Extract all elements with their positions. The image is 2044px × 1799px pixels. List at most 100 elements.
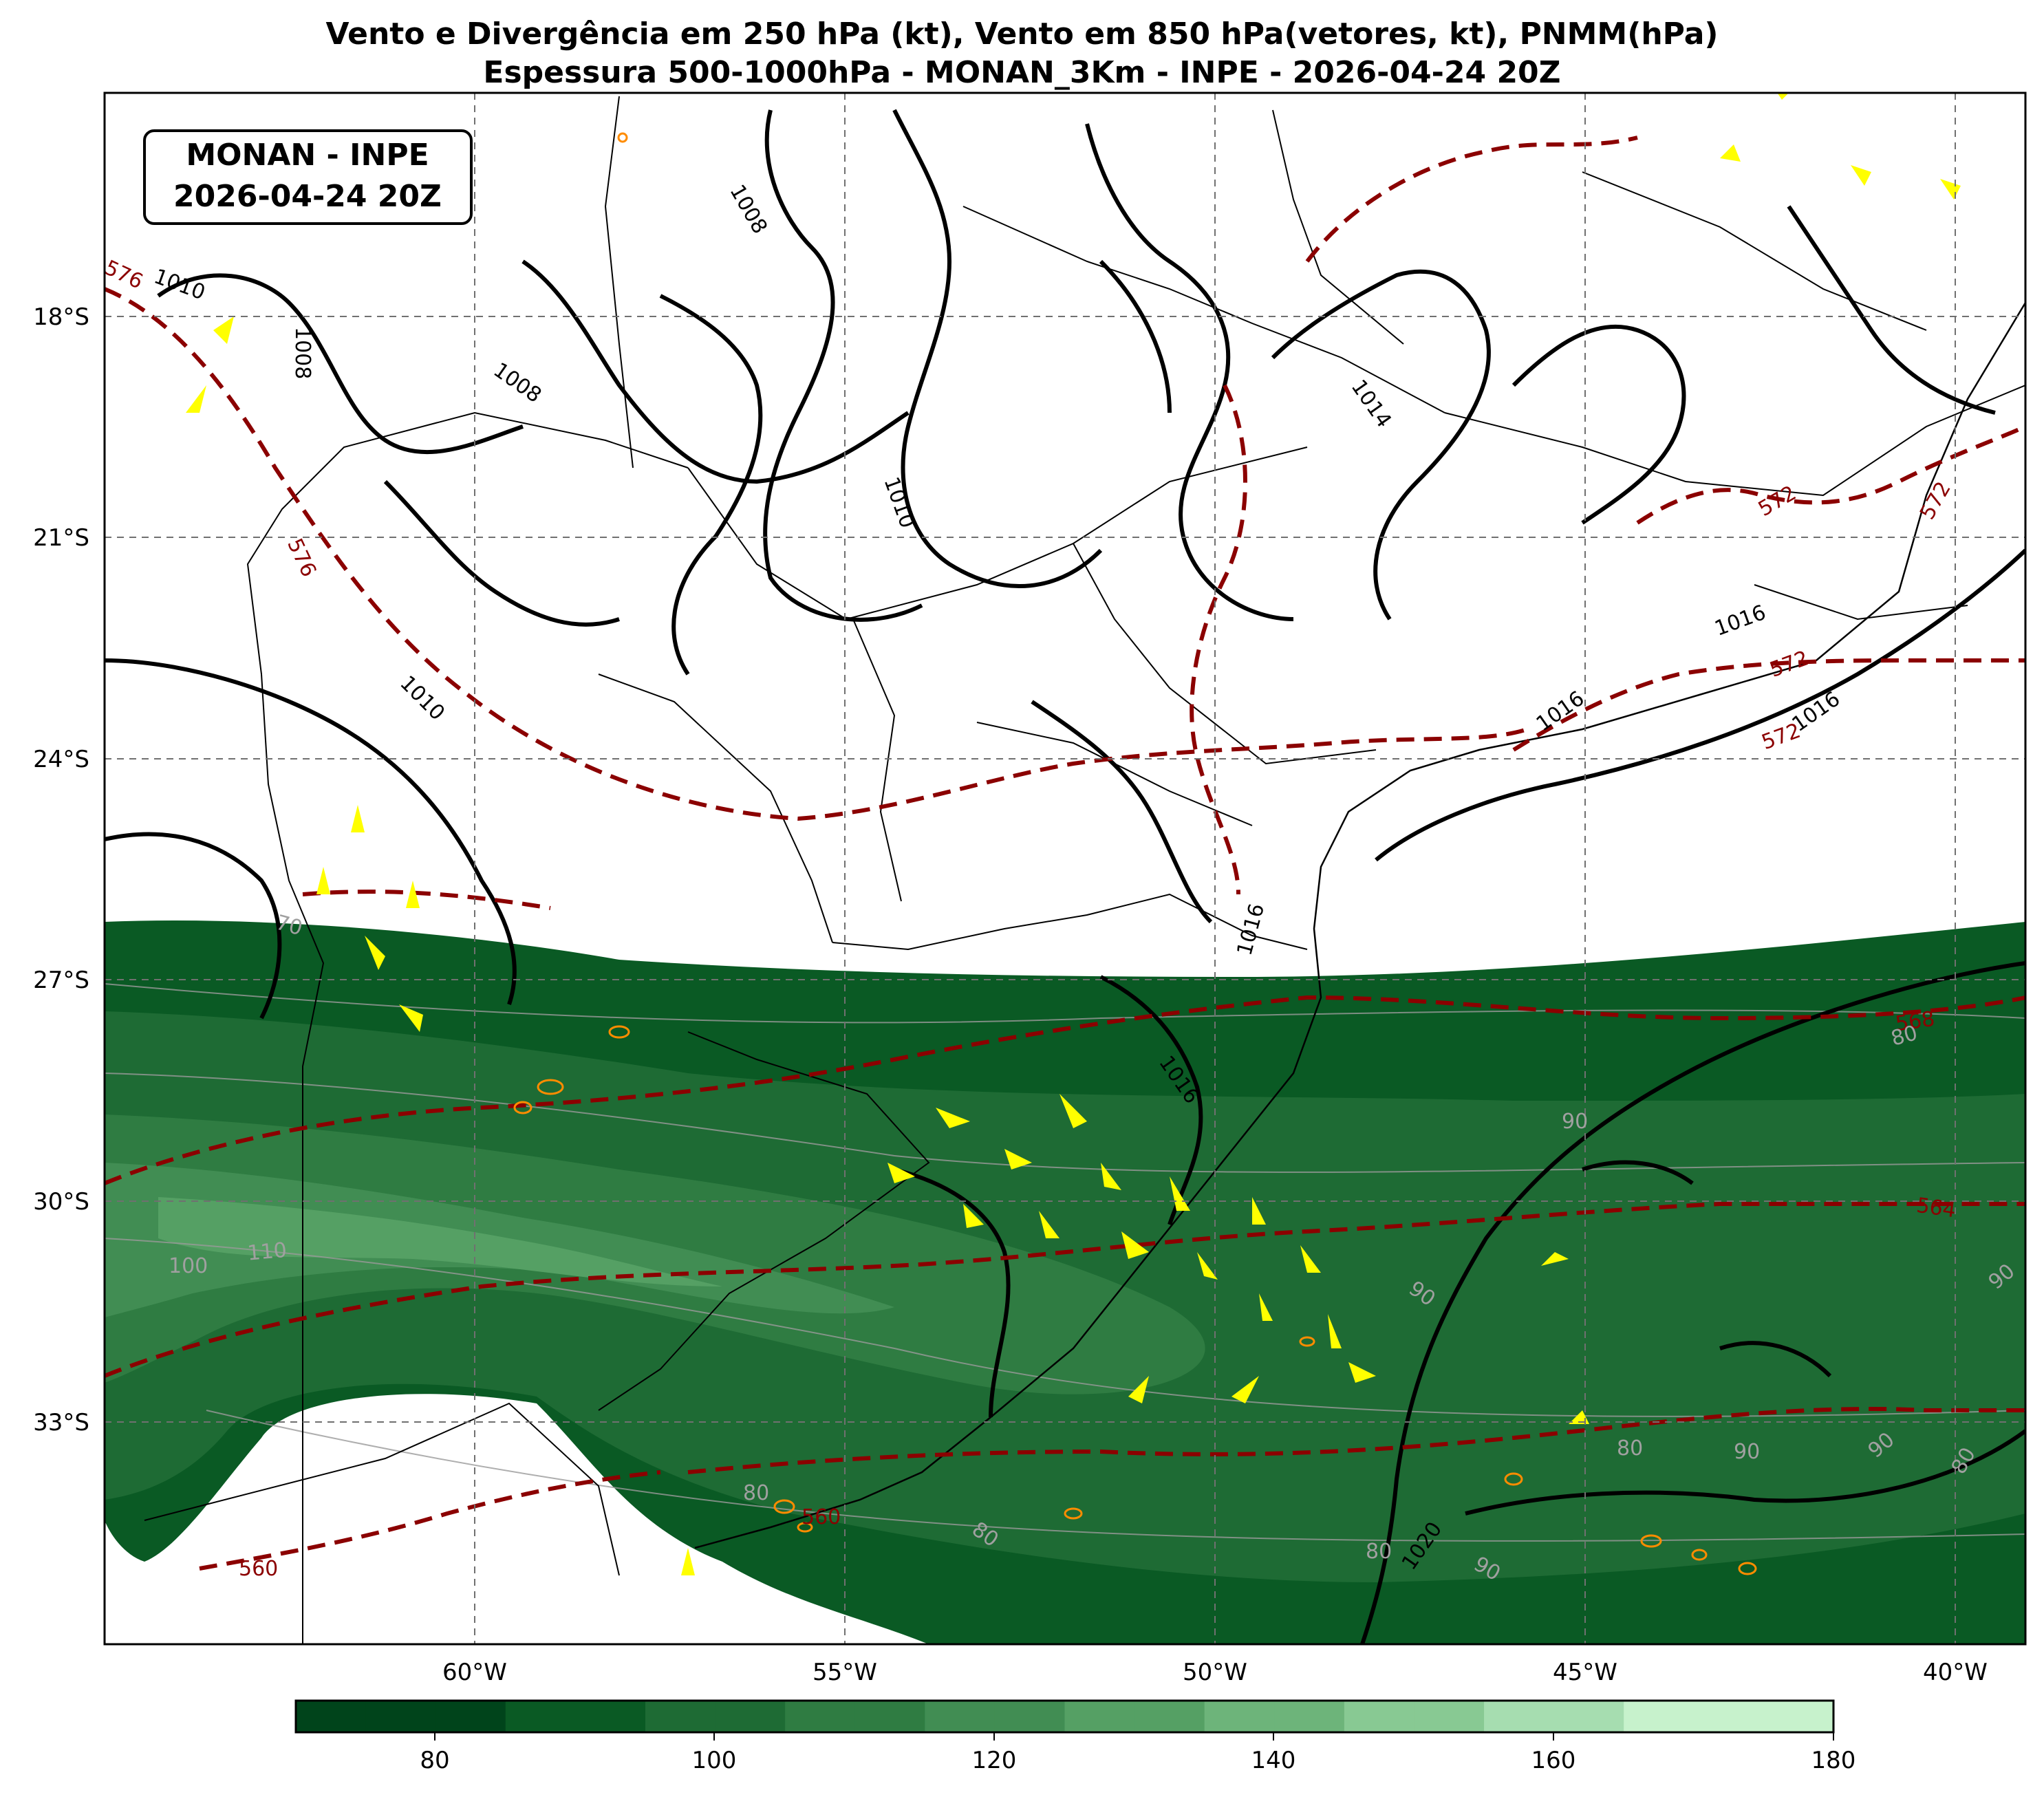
colorbar-cell [1414,1701,1485,1732]
wind-arrow [1851,165,1871,186]
lon-axis: 60°W 55°W 50°W 45°W 40°W [442,1659,1988,1686]
wind-label: 90 [1734,1440,1760,1464]
colorbar-cell [1204,1701,1276,1732]
chart-title-line2: Espessura 500-1000hPa - MONAN_3Km - INPE… [483,55,1561,90]
wind-arrow [1777,93,1789,100]
colorbar-cell [575,1701,646,1732]
wind-arrow [365,936,385,970]
jet-wind-shading [105,920,2025,1644]
colorbar-cell [296,1701,367,1732]
colorbar-frame [294,1699,1835,1734]
wind-arrow [316,867,330,894]
chart-title-line1: Vento e Divergência em 250 hPa (kt), Ven… [325,17,1719,52]
wind-arrow [1121,1231,1149,1259]
lat-label: 27°S [33,967,89,994]
lat-label: 30°S [33,1188,89,1216]
colorbar-cell [1064,1701,1136,1732]
wind-arrow [1004,1149,1032,1170]
colorbar-cell [1624,1701,1695,1732]
colorbar-cell [1344,1701,1415,1732]
colorbar-tick-label: 180 [1811,1747,1856,1774]
wind-arrow [887,1163,915,1183]
wind-arrow [1252,1197,1266,1225]
wind-arrow [1300,1245,1321,1273]
colorbar-cell [505,1701,577,1732]
wind-arrow [1259,1293,1273,1321]
lat-axis: 18°S 21°S 24°S 27°S 30°S 33°S [33,303,89,1436]
colorbar-cell [365,1701,437,1732]
map-frame [103,91,2027,1646]
colorbar-cell [645,1701,716,1732]
colorbar-cell [925,1701,996,1732]
colorbar-cell [994,1701,1066,1732]
colorbar-cell [1274,1701,1345,1732]
wind-arrow [1328,1314,1342,1348]
colorbar-tick-label: 100 [692,1747,737,1774]
wind-arrow [351,805,365,832]
colorbar-ticks [434,1732,1834,1741]
colorbar-tick-label: 140 [1251,1747,1296,1774]
lon-label: 50°W [1183,1659,1247,1686]
lat-label: 33°S [33,1409,89,1436]
wind-arrow [681,1548,695,1575]
wind-arrow [1541,1252,1569,1266]
lon-label: 45°W [1553,1659,1617,1686]
wind-vectors [186,93,1961,1575]
lon-label: 40°W [1923,1659,1988,1686]
lon-label: 60°W [442,1659,507,1686]
colorbar-cell [1134,1701,1205,1732]
wind-label: 90 [1562,1110,1588,1134]
colorbar-tick-label: 120 [972,1747,1017,1774]
colorbar-cell [715,1701,786,1732]
colorbar-tick-label: 160 [1531,1747,1576,1774]
wind-arrow [1128,1376,1149,1403]
wind-arrow [936,1108,970,1128]
wind-arrow [399,1004,423,1032]
wind-arrow [186,385,206,413]
wind-arrow [1348,1362,1376,1383]
thickness-label: 564 [1915,1194,1957,1223]
divergence-contours [513,132,1757,1575]
thickness-label: 560 [239,1557,278,1581]
stamp-box: MONAN - INPE 2026-04-24 20Z [143,129,473,225]
wind-label: 110 [246,1238,288,1266]
coastline [694,302,2025,1549]
wind-label: 80 [1366,1540,1392,1564]
stamp-line2: 2026-04-24 20Z [173,179,442,214]
colorbar-cell [1484,1701,1555,1732]
colorbar-cell [1553,1701,1625,1732]
colorbar-cell [854,1701,926,1732]
wind-labels: 70 80 80 80 80 80 80 90 90 90 90 90 90 1… [169,911,2020,1586]
thickness-label: 560 [802,1505,841,1529]
thickness-lines [105,136,2025,1571]
wind-arrow [1039,1211,1059,1238]
lat-label: 21°S [33,524,89,552]
wind-arrow [1101,1163,1121,1190]
wind-arrow [1059,1094,1087,1128]
isotach-lines [105,983,2025,1542]
wind-arrow [213,316,234,344]
isobar-lines [105,109,2025,1644]
colorbar-cell [1763,1701,1834,1732]
wind-label: 100 [169,1254,208,1278]
wind-arrow [1197,1252,1218,1280]
lat-label: 18°S [33,303,89,331]
pressure-label: 1008 [290,327,314,379]
wind-arrow [406,881,420,908]
thickness-label: 568 [1894,1007,1937,1037]
colorbar-cell [1693,1701,1765,1732]
lon-label: 55°W [813,1659,877,1686]
colorbar: 80 100 120 140 160 180 [294,1699,1856,1774]
wind-arrow [963,1204,984,1228]
colorbar-cell [435,1701,506,1732]
wind-arrow [1720,144,1741,162]
wind-label: 80 [743,1481,769,1505]
wind-label: 80 [1617,1436,1643,1461]
political-borders [144,96,2025,1644]
colorbar-cell [785,1701,856,1732]
stamp-line1: MONAN - INPE [186,138,429,173]
lat-label: 24°S [33,746,89,773]
wind-arrow [1569,1410,1589,1424]
lat-lon-grid [105,93,2025,1644]
